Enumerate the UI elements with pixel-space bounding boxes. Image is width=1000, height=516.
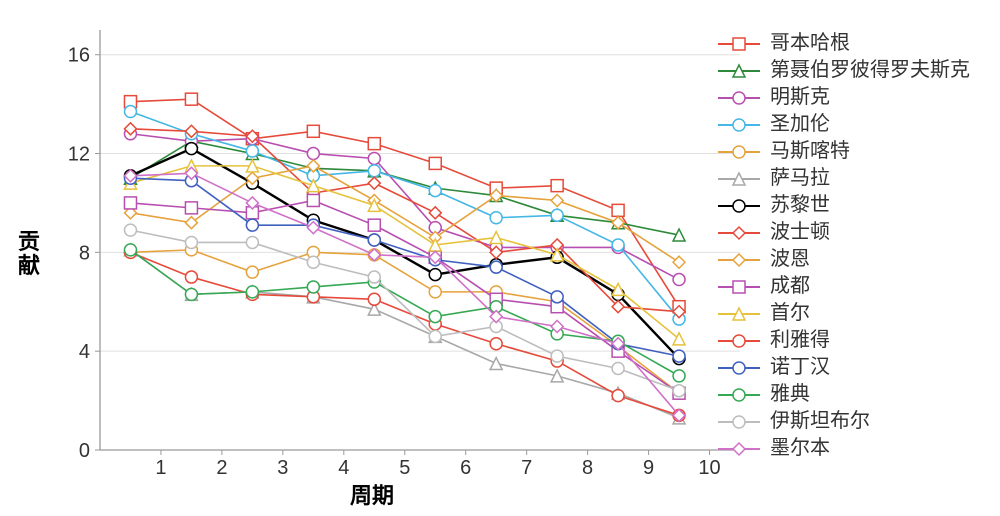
- legend-label: 首尔: [770, 300, 810, 327]
- legend-item: 萨马拉: [718, 165, 970, 192]
- legend-item: 利雅得: [718, 327, 970, 354]
- legend-label: 波恩: [770, 246, 810, 273]
- legend-item: 波恩: [718, 246, 970, 273]
- legend: 哥本哈根第聂伯罗彼得罗夫斯克明斯克圣加伦马斯喀特萨马拉苏黎世波士顿波恩成都首尔利…: [718, 30, 970, 462]
- legend-item: 墨尔本: [718, 435, 970, 462]
- chart-container: 贡献 周期 048121612345678910 哥本哈根第聂伯罗彼得罗夫斯克明…: [0, 0, 1000, 516]
- legend-item: 哥本哈根: [718, 30, 970, 57]
- legend-label: 苏黎世: [770, 192, 830, 219]
- legend-label: 利雅得: [770, 327, 830, 354]
- legend-item: 成都: [718, 273, 970, 300]
- legend-label: 马斯喀特: [770, 138, 850, 165]
- legend-label: 第聂伯罗彼得罗夫斯克: [770, 57, 970, 84]
- svg-text:9: 9: [643, 457, 654, 479]
- legend-item: 明斯克: [718, 84, 970, 111]
- svg-text:1: 1: [155, 457, 166, 479]
- svg-text:6: 6: [460, 457, 471, 479]
- svg-text:4: 4: [79, 341, 90, 363]
- legend-label: 成都: [770, 273, 810, 300]
- legend-item: 苏黎世: [718, 192, 970, 219]
- svg-text:12: 12: [68, 144, 90, 166]
- svg-text:0: 0: [79, 440, 90, 462]
- legend-label: 圣加伦: [770, 111, 830, 138]
- svg-text:4: 4: [338, 457, 349, 479]
- svg-text:7: 7: [521, 457, 532, 479]
- legend-item: 马斯喀特: [718, 138, 970, 165]
- legend-label: 明斯克: [770, 84, 830, 111]
- legend-item: 伊斯坦布尔: [718, 408, 970, 435]
- legend-label: 伊斯坦布尔: [770, 408, 870, 435]
- legend-item: 雅典: [718, 381, 970, 408]
- legend-label: 哥本哈根: [770, 30, 850, 57]
- legend-item: 波士顿: [718, 219, 970, 246]
- svg-text:8: 8: [79, 242, 90, 264]
- legend-item: 圣加伦: [718, 111, 970, 138]
- svg-text:3: 3: [277, 457, 288, 479]
- legend-item: 诺丁汉: [718, 354, 970, 381]
- legend-label: 诺丁汉: [770, 354, 830, 381]
- svg-text:2: 2: [216, 457, 227, 479]
- legend-item: 第聂伯罗彼得罗夫斯克: [718, 57, 970, 84]
- legend-label: 雅典: [770, 381, 810, 408]
- legend-label: 墨尔本: [770, 435, 830, 462]
- svg-text:5: 5: [399, 457, 410, 479]
- svg-text:16: 16: [68, 45, 90, 67]
- svg-text:8: 8: [582, 457, 593, 479]
- legend-label: 波士顿: [770, 219, 830, 246]
- legend-item: 首尔: [718, 300, 970, 327]
- legend-label: 萨马拉: [770, 165, 830, 192]
